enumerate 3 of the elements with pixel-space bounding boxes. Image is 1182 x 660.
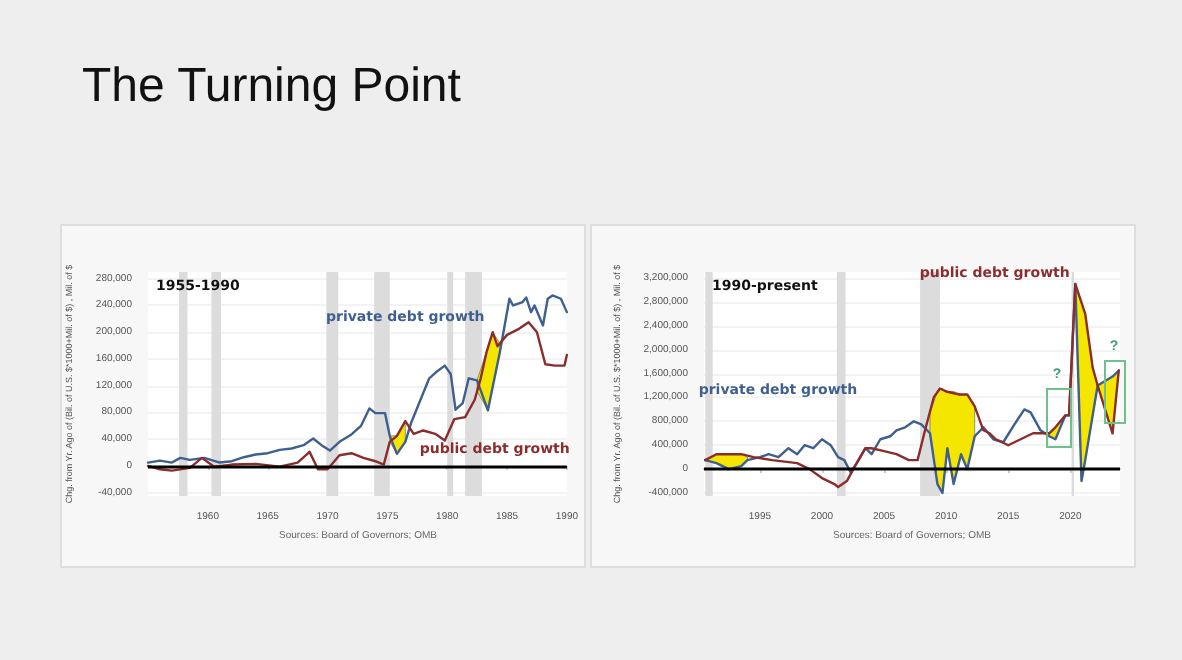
line-series (146, 294, 569, 464)
chart-title: The Turning Point (82, 59, 462, 113)
line-series (146, 320, 569, 472)
